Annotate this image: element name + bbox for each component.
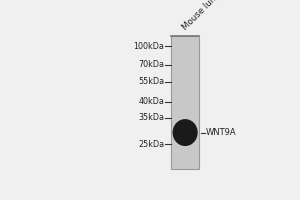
Text: 40kDa: 40kDa [138,97,164,106]
Ellipse shape [172,119,198,146]
Text: Mouse lung: Mouse lung [181,0,223,32]
Text: 100kDa: 100kDa [133,42,164,51]
Bar [171,36,199,169]
Text: 35kDa: 35kDa [138,113,164,122]
Text: WNT9A: WNT9A [206,128,236,137]
Text: 25kDa: 25kDa [138,140,164,149]
Text: 55kDa: 55kDa [138,77,164,86]
Text: 70kDa: 70kDa [138,60,164,69]
